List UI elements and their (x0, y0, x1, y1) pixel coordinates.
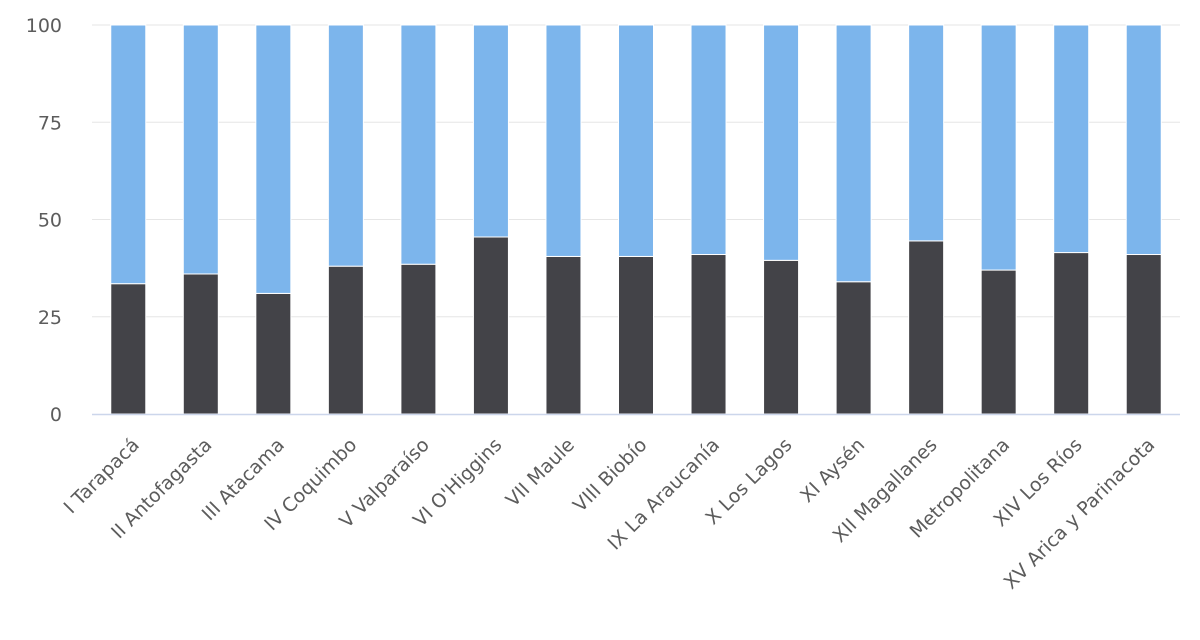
bar-segment-series-1 (908, 240, 945, 415)
bar-segment-series-1 (255, 292, 292, 415)
bar-segment-series-1 (545, 255, 582, 415)
bar-segment-series-1 (400, 263, 437, 415)
bar-segment-series-2 (1053, 24, 1090, 254)
y-tick-label: 25 (38, 307, 62, 329)
bar-segment-series-2 (110, 24, 147, 285)
x-category-label: XV Arica y Parinacota (1000, 434, 1160, 594)
bar-segment-series-2 (980, 24, 1017, 271)
bar-segment-series-2 (1125, 24, 1162, 256)
bar-segment-series-1 (618, 255, 654, 415)
y-axis-ticks: 0 25 50 75 100 (26, 15, 62, 426)
bar-segment-series-2 (472, 24, 509, 238)
y-tick-label: 0 (50, 404, 62, 426)
bar-segment-series-2 (835, 24, 872, 283)
bar-segment-series-2 (182, 24, 219, 275)
bar-segment-series-2 (545, 24, 582, 257)
bar-segment-series-2 (255, 24, 292, 294)
bar-segment-series-1 (182, 273, 219, 415)
bar-segment-series-2 (690, 24, 727, 256)
bar-segment-series-1 (1125, 254, 1162, 415)
bar-segment-series-2 (618, 24, 654, 257)
y-tick-label: 50 (38, 210, 62, 232)
bar-segment-series-2 (908, 24, 945, 242)
y-tick-label: 100 (26, 15, 62, 37)
bar-segment-series-1 (1053, 252, 1090, 415)
bar-segment-series-2 (763, 24, 800, 261)
bars (110, 24, 1162, 415)
bar-segment-series-1 (980, 269, 1017, 415)
x-category-label: VII Maule (502, 434, 579, 511)
bar-segment-series-1 (110, 283, 147, 415)
bar-segment-series-2 (327, 24, 364, 267)
x-category-label: XI Aysén (796, 434, 869, 507)
bar-segment-series-1 (763, 259, 800, 415)
bar-segment-series-1 (835, 281, 872, 415)
y-tick-label: 75 (38, 112, 62, 134)
bar-segment-series-2 (400, 24, 437, 265)
bar-segment-series-1 (690, 254, 727, 415)
bar-segment-series-1 (327, 265, 364, 415)
bar-segment-series-1 (472, 236, 509, 415)
